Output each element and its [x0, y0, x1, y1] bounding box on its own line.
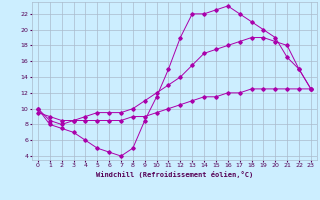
X-axis label: Windchill (Refroidissement éolien,°C): Windchill (Refroidissement éolien,°C) [96, 171, 253, 178]
